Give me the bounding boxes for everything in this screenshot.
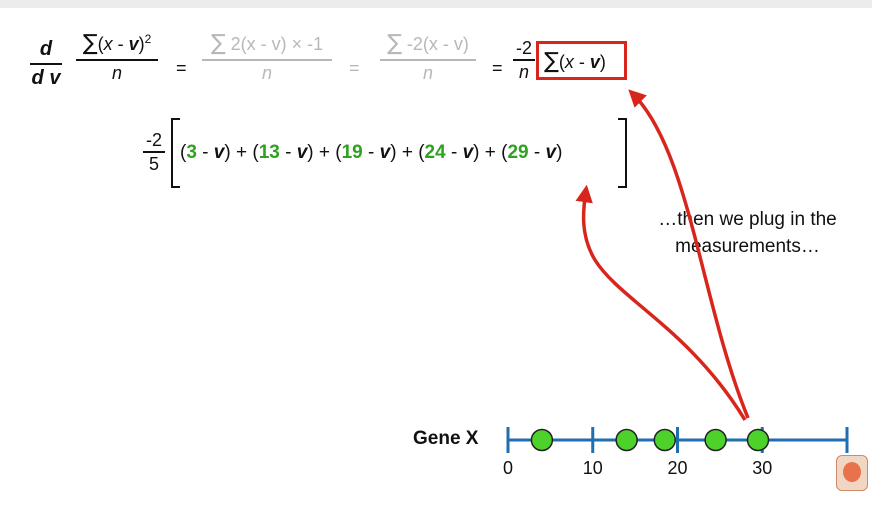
faded-simplified-numerator: ∑ -2(x - v)	[387, 31, 469, 56]
right-bracket	[618, 118, 627, 188]
coefficient-fraction: -2 n	[513, 39, 535, 81]
measurement-value: 24	[424, 142, 446, 163]
sum-term: (29 - v)	[501, 142, 563, 163]
derivative-operator: d d v	[30, 39, 62, 88]
measurement-value: 19	[341, 142, 363, 163]
equals-sign-3: =	[492, 58, 503, 78]
plus-sign: +	[479, 142, 502, 163]
arrow-to-sum-box	[628, 89, 750, 419]
annotation-line-2: measurements…	[675, 236, 820, 257]
plus-sign: +	[230, 142, 253, 163]
tick-label: 30	[752, 458, 773, 478]
measurement-point	[746, 428, 770, 452]
derivative-bottom: d v	[31, 67, 61, 89]
measurement-point	[615, 428, 638, 452]
derivative-top: d	[39, 38, 53, 60]
plugged-in-sum: (3 - v) + (13 - v) + (19 - v) + (24 - v)…	[180, 142, 562, 164]
tick-label: 0	[502, 458, 514, 478]
measurement-point	[530, 428, 554, 452]
top-bar	[0, 0, 872, 8]
channel-logo-icon	[836, 455, 868, 491]
annotation-line-1: …then we plug in the	[658, 209, 837, 230]
plug-in-coefficient: -2 5	[143, 131, 165, 173]
tick-label: 10	[582, 458, 603, 478]
plus-sign: +	[396, 142, 419, 163]
mean-squared-fraction: ∑(x - v)2 n	[76, 33, 158, 82]
mean-squared-numerator: ∑(x - v)2	[82, 31, 152, 56]
faded-chain-rule-numerator: ∑ 2(x - v) × -1	[210, 31, 324, 56]
equals-sign-1: =	[176, 58, 187, 78]
mean-squared-denominator: n	[111, 63, 122, 83]
left-bracket	[171, 118, 180, 188]
sum-term: (13 - v)	[252, 142, 314, 163]
measurement-value: 13	[258, 142, 280, 163]
gene-x-label: Gene X	[413, 428, 479, 449]
sum-term: (19 - v)	[335, 142, 397, 163]
arrow-to-bracket	[575, 184, 747, 421]
faded-chain-rule-fraction: ∑ 2(x - v) × -1 n	[202, 33, 332, 82]
equals-sign-2: =	[349, 58, 360, 78]
highlighted-sum-box	[536, 41, 627, 80]
plus-sign: +	[313, 142, 336, 163]
sum-term: (3 - v)	[180, 142, 231, 163]
annotation-text: …then we plug in the measurements…	[640, 206, 855, 260]
measurement-value: 3	[186, 142, 197, 163]
measurement-point	[653, 428, 677, 452]
tick-label: 20	[667, 458, 688, 478]
sum-term: (24 - v)	[418, 142, 480, 163]
faded-simplified-fraction: ∑ -2(x - v) n	[380, 33, 476, 82]
highlighted-sum-term: ∑(x - v)	[544, 49, 606, 74]
measurement-value: 29	[507, 142, 529, 163]
measurement-point	[704, 428, 727, 452]
